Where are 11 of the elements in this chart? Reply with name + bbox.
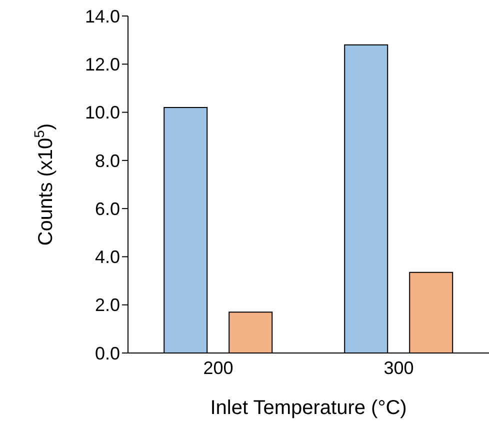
x-tick-label: 200 [203, 358, 234, 378]
y-tick-label: 10.0 [84, 102, 120, 123]
x-tick-label: 300 [384, 358, 414, 378]
x-axis-title: Inlet Temperature (°C) [210, 397, 407, 419]
y-tick-label: 8.0 [94, 150, 120, 171]
y-tick-label: 2.0 [94, 295, 120, 316]
y-tick-label: 4.0 [94, 247, 120, 268]
y-tick-label: 14.0 [84, 6, 120, 26]
y-tick-label: 12.0 [84, 54, 120, 75]
y-tick-label: 0.0 [94, 343, 120, 364]
y-tick-label: 6.0 [94, 198, 120, 219]
